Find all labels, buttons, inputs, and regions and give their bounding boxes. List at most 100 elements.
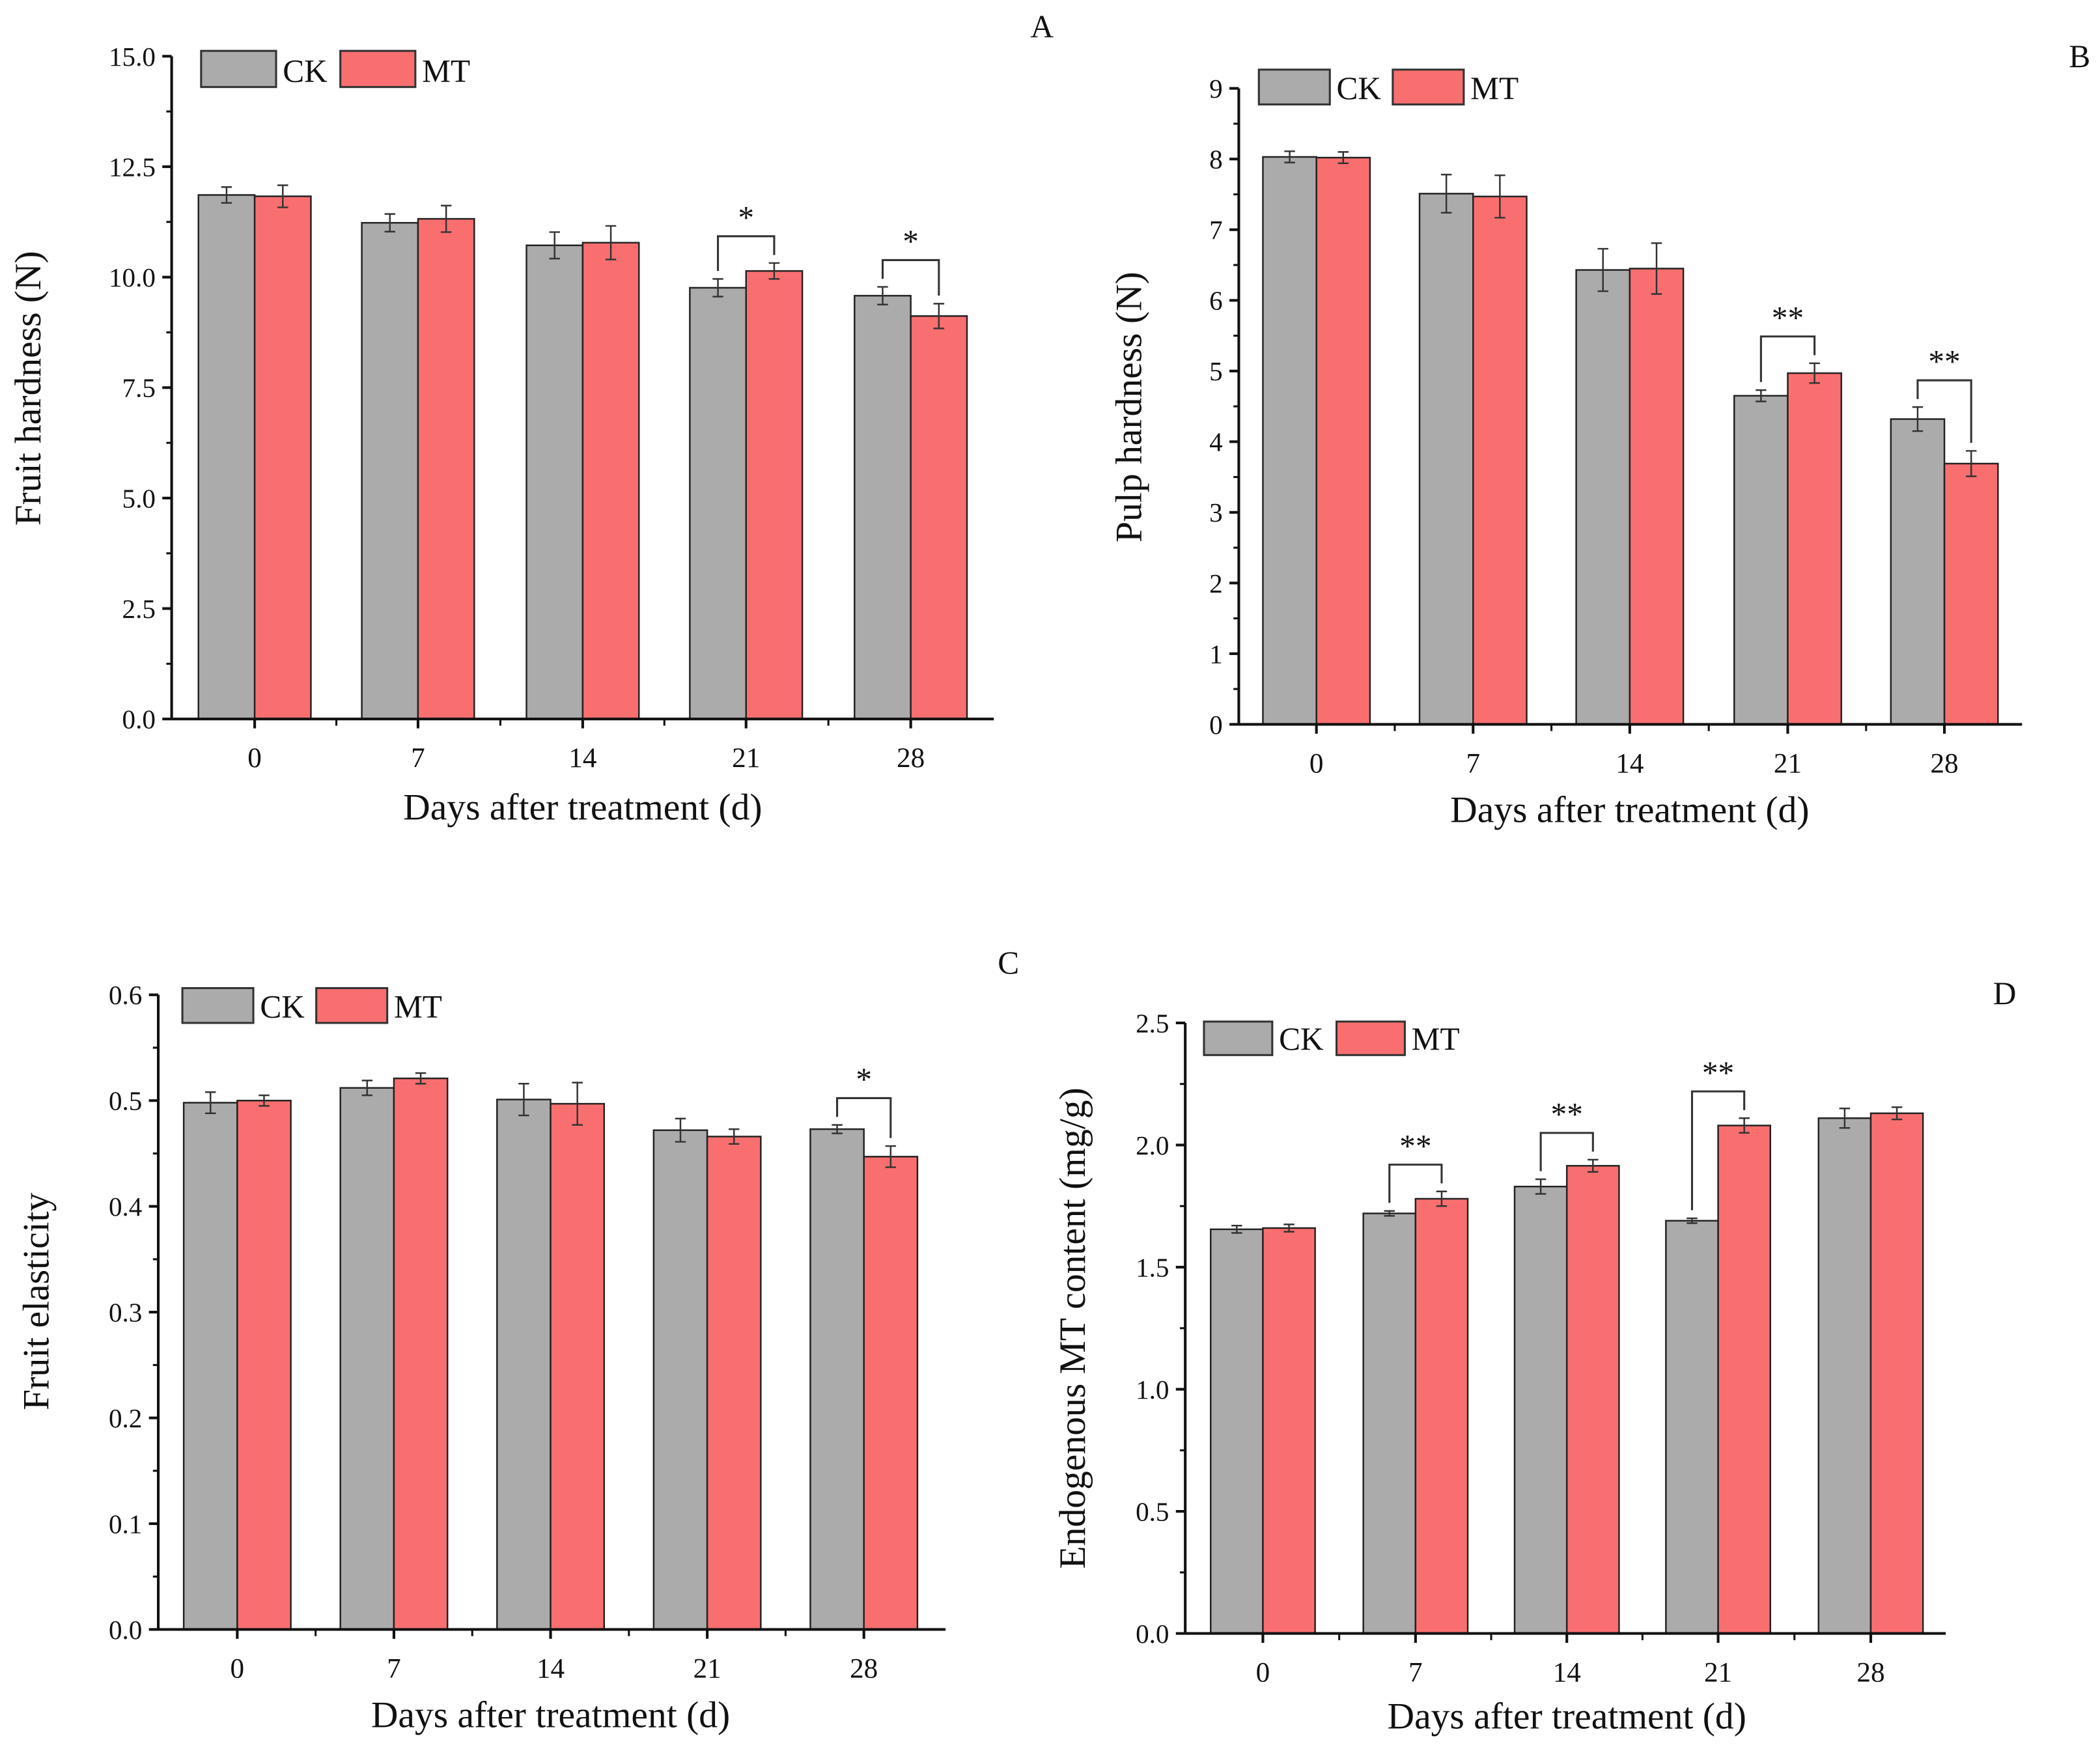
bar-ck-day-7 <box>1418 193 1474 725</box>
bar-mt-day-0 <box>1315 156 1371 725</box>
bar-ck-day-0 <box>1210 1228 1264 1634</box>
bar-mt-day-21 <box>1717 1125 1771 1634</box>
bar-ck-day-21 <box>652 1129 708 1630</box>
error-bar <box>1739 1117 1750 1134</box>
error-bar <box>1687 1217 1698 1224</box>
y-tick-label: 0 <box>1209 710 1223 740</box>
bar-ck-day-0 <box>1262 156 1317 725</box>
error-bar <box>205 1091 216 1114</box>
legend-swatch-mt <box>315 986 389 1024</box>
x-tick-label: 7 <box>387 1653 401 1684</box>
error-bar <box>1809 362 1820 384</box>
x-axis-title: Days after treatment (d) <box>403 787 762 828</box>
y-tick-label: 2 <box>1209 568 1223 598</box>
x-tick-label: 7 <box>411 743 425 774</box>
y-tick-label: 0.5 <box>109 1086 142 1116</box>
y-tick-label: 0.2 <box>109 1403 142 1433</box>
bar-ck-day-28 <box>1890 418 1946 725</box>
x-tick-label: 14 <box>1616 748 1644 779</box>
y-tick-label: 5.0 <box>122 483 156 513</box>
bar-mt-day-21 <box>706 1136 762 1630</box>
y-tick-label: 0.5 <box>1136 1496 1169 1526</box>
x-tick-label: 28 <box>897 743 925 774</box>
legend-label-mt: MT <box>422 53 470 89</box>
error-bar <box>729 1128 740 1145</box>
x-tick-label: 14 <box>568 743 596 774</box>
error-bar <box>933 303 945 329</box>
error-bar <box>768 262 780 280</box>
legend-label-ck: CK <box>1279 1021 1324 1057</box>
error-bar <box>1535 1178 1547 1195</box>
bar-mt-day-0 <box>236 1099 292 1630</box>
bar-ck-day-7 <box>339 1087 395 1630</box>
x-tick-label: 21 <box>693 1653 721 1684</box>
y-tick-label: 0.3 <box>109 1297 142 1327</box>
error-bar <box>440 204 452 233</box>
x-tick-label: 21 <box>732 743 760 774</box>
significance-label: * <box>856 1061 872 1097</box>
chart-panel-c: 0.0 0.1 0.2 0.3 0.4 0.5 0.6 0 7 14 21 28 Days after … <box>16 945 1019 1736</box>
significance-label: * <box>738 199 754 235</box>
x-tick-label: 21 <box>1774 748 1802 779</box>
chart-panel-a: 0.0 2.5 5.0 7.5 10.0 12.5 15.0 0 7 14 21 28 Days aft… <box>8 9 1054 828</box>
x-tick-label: 0 <box>1256 1658 1270 1688</box>
bar-ck-day-28 <box>854 294 912 720</box>
bar-mt-day-0 <box>1262 1227 1316 1634</box>
bar-ck-day-0 <box>182 1102 238 1630</box>
y-tick-label: 7.5 <box>122 373 156 403</box>
panel-letter: C <box>998 945 1019 981</box>
error-bar <box>877 286 888 305</box>
y-tick-label: 15.0 <box>109 42 156 72</box>
error-bar <box>415 1072 427 1085</box>
significance-bracket <box>881 259 940 296</box>
bar-ck-day-21 <box>689 287 747 720</box>
legend-swatch-mt <box>1392 68 1465 105</box>
y-tick-label: 0.6 <box>109 980 142 1010</box>
legend-swatch-ck <box>1257 68 1331 105</box>
significance-bracket <box>836 1097 892 1138</box>
legend-label-ck: CK <box>260 989 305 1025</box>
legend-swatch-mt <box>1335 1020 1406 1056</box>
significance-bracket <box>1759 335 1816 382</box>
bar-ck-day-14 <box>1575 269 1631 725</box>
bar-ck-day-21 <box>1733 395 1789 725</box>
bar-mt-day-7 <box>1472 195 1528 725</box>
y-tick-label: 3 <box>1209 497 1223 527</box>
error-bar <box>1283 1224 1295 1233</box>
y-tick-label: 8 <box>1209 145 1223 175</box>
significance-bracket <box>1388 1164 1443 1203</box>
bar-ck-day-0 <box>197 194 256 720</box>
error-bar <box>675 1117 686 1143</box>
bar-mt-day-21 <box>1787 372 1842 725</box>
bar-mt-day-28 <box>1869 1112 1924 1634</box>
error-bar <box>1284 150 1295 163</box>
bar-mt-day-7 <box>417 217 475 720</box>
bar-mt-day-0 <box>253 195 312 720</box>
error-bar <box>832 1124 843 1134</box>
error-bar <box>549 231 560 260</box>
bar-ck-day-21 <box>1665 1220 1719 1634</box>
panel-letter: D <box>1993 975 2017 1011</box>
significance-label: * <box>903 223 919 259</box>
y-tick-label: 1.5 <box>1136 1252 1169 1282</box>
error-bar <box>885 1145 897 1168</box>
y-tick-label: 5 <box>1209 356 1223 386</box>
bar-ck-day-14 <box>525 244 584 720</box>
y-axis-title: Fruit hardness (N) <box>8 251 49 525</box>
x-tick-label: 14 <box>537 1653 565 1684</box>
error-bar <box>572 1082 583 1126</box>
error-bar <box>259 1094 270 1107</box>
error-bar <box>277 184 288 208</box>
y-tick-label: 9 <box>1209 74 1223 104</box>
legend-label-mt: MT <box>1470 70 1519 106</box>
bar-ck-day-28 <box>809 1128 865 1630</box>
x-axis-title: Days after treatment (d) <box>1450 790 1809 831</box>
error-bar <box>1597 247 1608 292</box>
x-axis-title: Days after treatment (d) <box>371 1695 730 1736</box>
x-tick-label: 21 <box>1704 1658 1732 1688</box>
error-bar <box>361 1080 373 1097</box>
error-bar <box>1494 174 1505 219</box>
y-tick-label: 1.0 <box>1136 1375 1169 1405</box>
y-tick-label: 7 <box>1209 215 1223 245</box>
